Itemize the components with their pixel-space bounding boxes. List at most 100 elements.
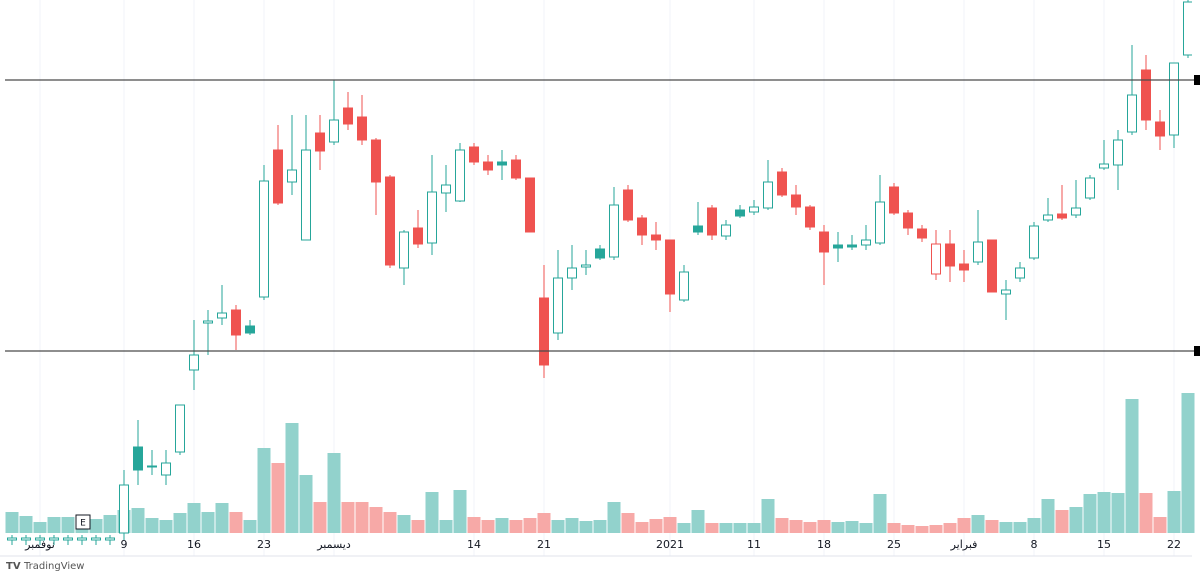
- candle-body: [721, 224, 731, 237]
- event-badge: [75, 514, 91, 530]
- volume-bar: [103, 515, 117, 533]
- candle-body: [469, 146, 479, 163]
- candle-body: [357, 116, 367, 141]
- volume-bar: [803, 522, 817, 533]
- volume-bar: [341, 502, 355, 533]
- x-tick-label: 15: [1097, 538, 1111, 551]
- candle-body: [315, 132, 325, 152]
- volume-bar: [733, 523, 747, 533]
- watermark-text: TradingView: [23, 561, 84, 572]
- candle-body: [1085, 177, 1095, 199]
- candle-body: [91, 537, 101, 541]
- candle-body: [413, 227, 423, 245]
- volume-bar: [859, 523, 873, 533]
- candle-body: [1099, 163, 1109, 169]
- candle-body: [1183, 1, 1192, 56]
- candle-body: [959, 263, 969, 271]
- volume-bar: [257, 448, 271, 533]
- candle-body: [791, 194, 801, 208]
- candle-body: [1057, 213, 1067, 219]
- volume-bar: [579, 521, 593, 533]
- volume-bar: [1013, 522, 1027, 533]
- volume-bar: [425, 492, 439, 533]
- candle-body: [987, 239, 997, 293]
- volume-bar: [173, 513, 187, 533]
- candle-body: [63, 537, 73, 541]
- volume-bar: [61, 517, 75, 533]
- candle-body: [847, 244, 857, 248]
- volume-bar: [747, 523, 761, 533]
- candle-body: [903, 212, 913, 229]
- candle-body: [1015, 267, 1025, 279]
- x-tick-label: ديسمبر: [316, 538, 351, 551]
- candle-body: [35, 537, 45, 541]
- volume-bar: [495, 518, 509, 533]
- candle-body: [231, 309, 241, 336]
- volume-bar: [845, 521, 859, 533]
- volume-bar: [159, 520, 173, 533]
- x-tick-label: 23: [257, 538, 271, 551]
- x-tick-label: 21: [537, 538, 551, 551]
- x-tick-label: نوفمبر: [24, 538, 55, 551]
- volume-bar: [537, 513, 551, 533]
- volume-bar: [243, 520, 257, 533]
- volume-bar: [607, 502, 621, 533]
- candle-body: [1169, 62, 1179, 136]
- volume-bar: [369, 507, 383, 533]
- volume-bar: [1167, 491, 1181, 533]
- candle-body: [49, 537, 59, 541]
- volume-bar: [187, 503, 201, 533]
- candle-body: [497, 161, 507, 166]
- volume-bar: [509, 520, 523, 533]
- volume-bar: [635, 522, 649, 533]
- volume-bar: [789, 520, 803, 533]
- candle-body: [889, 186, 899, 214]
- grid: [39, 0, 1175, 556]
- candle-body: [707, 207, 717, 236]
- candle-body: [693, 225, 703, 233]
- volume-bar: [313, 502, 327, 533]
- x-tick-label: 18: [817, 538, 831, 551]
- candle-body: [371, 139, 381, 183]
- candle-body: [595, 248, 605, 259]
- volume-bar: [775, 518, 789, 533]
- volume-bar: [327, 453, 341, 533]
- volume-bar: [929, 525, 943, 533]
- volume-bar: [817, 520, 831, 533]
- candle-body: [455, 149, 465, 202]
- volume-bar: [1139, 493, 1153, 533]
- volume-bar: [397, 515, 411, 533]
- volume-bar: [761, 499, 775, 533]
- candle-body: [441, 184, 451, 194]
- x-tick-label: 25: [887, 538, 901, 551]
- volume-bar: [663, 517, 677, 533]
- volume-bar: [467, 517, 481, 533]
- watermark: TV TradingView: [6, 561, 84, 572]
- volume-bar: [1041, 499, 1055, 533]
- candle-body: [553, 277, 563, 334]
- volume-bar: [299, 475, 313, 533]
- candle-body: [861, 239, 871, 246]
- candle-body: [1141, 69, 1151, 121]
- x-tick-label: 22: [1167, 538, 1181, 551]
- x-tick-label: 11: [747, 538, 761, 551]
- candle-body: [581, 264, 591, 268]
- volume-bar: [285, 423, 299, 533]
- candle-body: [609, 204, 619, 258]
- candle-body: [21, 537, 31, 541]
- candle-body: [875, 201, 885, 244]
- volume-bar: [887, 523, 901, 533]
- volume-bar: [943, 523, 957, 533]
- price-pane: [7, 0, 1192, 545]
- candle-body: [77, 537, 87, 541]
- candle-body: [945, 243, 955, 267]
- volume-bar: [1153, 517, 1167, 533]
- candle-body: [301, 149, 311, 241]
- volume-bar: [89, 519, 103, 533]
- level-handle: [1194, 346, 1200, 356]
- candle-body: [161, 462, 171, 476]
- volume-bar: [551, 520, 565, 533]
- volume-bar: [271, 463, 285, 533]
- volume-bar: [915, 526, 929, 533]
- candle-body: [343, 107, 353, 125]
